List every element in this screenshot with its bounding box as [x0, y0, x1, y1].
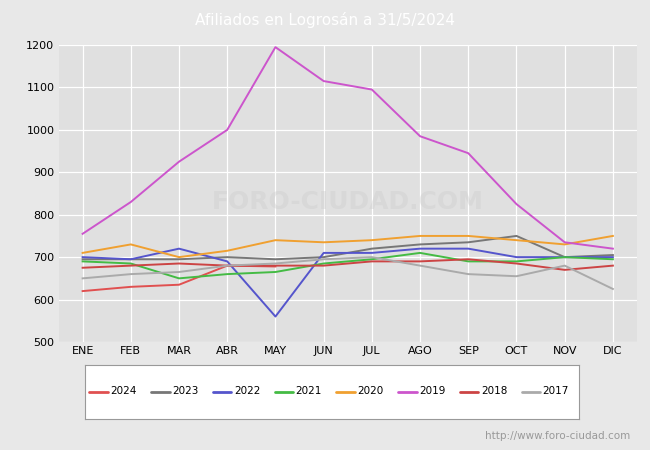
Text: 2024: 2024 [111, 387, 136, 396]
Text: 2023: 2023 [172, 387, 198, 396]
Text: 2022: 2022 [234, 387, 260, 396]
Text: FORO-CIUDAD.COM: FORO-CIUDAD.COM [212, 190, 484, 214]
Text: Afiliados en Logrosán a 31/5/2024: Afiliados en Logrosán a 31/5/2024 [195, 12, 455, 28]
Text: 2019: 2019 [419, 387, 445, 396]
Text: http://www.foro-ciudad.com: http://www.foro-ciudad.com [486, 431, 630, 441]
Text: 2020: 2020 [358, 387, 384, 396]
Text: 2017: 2017 [543, 387, 569, 396]
Text: 2021: 2021 [296, 387, 322, 396]
Text: 2018: 2018 [481, 387, 507, 396]
